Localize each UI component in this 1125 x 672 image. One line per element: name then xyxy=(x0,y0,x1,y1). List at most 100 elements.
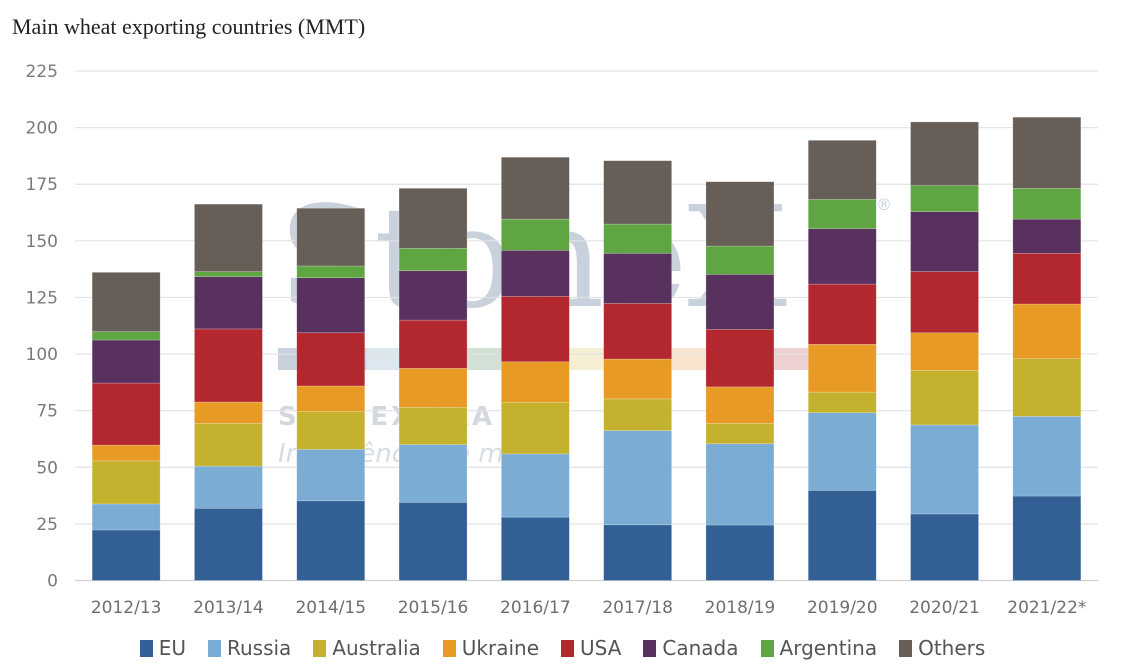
legend-swatch xyxy=(313,639,327,657)
watermark-registered: ® xyxy=(876,195,892,214)
legend-item: Australia xyxy=(313,636,421,660)
bar-segment-canada xyxy=(194,276,263,330)
bar-segment-russia xyxy=(910,424,979,515)
bar-segment-canada xyxy=(296,277,366,334)
bar-segment-others xyxy=(1012,116,1082,189)
bar-segment-russia xyxy=(91,503,161,531)
bar-segment-usa xyxy=(705,329,775,388)
legend-label: Others xyxy=(918,636,986,660)
legend-swatch xyxy=(442,639,456,657)
bar-segment-ukraine xyxy=(1012,303,1082,359)
x-tick-label: 2018/19 xyxy=(705,598,776,618)
legend-swatch xyxy=(207,639,221,657)
legend-item: EU xyxy=(139,636,186,660)
legend-label: Russia xyxy=(226,636,292,660)
bar-segment-ukraine xyxy=(194,401,263,424)
bar-stack xyxy=(910,121,979,581)
y-tick-label: 175 xyxy=(26,175,58,195)
bar-segment-argentina xyxy=(705,245,775,275)
bar-segment-others xyxy=(501,156,570,220)
bar-segment-others xyxy=(194,203,263,272)
legend-label: Australia xyxy=(332,636,421,660)
x-tick-label: 2014/15 xyxy=(295,598,366,618)
y-tick-label: 75 xyxy=(36,402,58,422)
bar-segment-russia xyxy=(603,430,672,526)
legend-item: Russia xyxy=(207,636,292,660)
legend-item: USA xyxy=(561,636,621,660)
bar-segment-argentina xyxy=(91,331,161,341)
bar-segment-usa xyxy=(603,303,672,360)
legend-label: Ukraine xyxy=(461,636,540,660)
legend-item: Argentina xyxy=(760,636,878,660)
bar-segment-usa xyxy=(398,319,468,369)
bar-segment-usa xyxy=(296,332,366,387)
y-tick-label: 125 xyxy=(26,288,58,308)
bar-stack xyxy=(501,156,570,581)
bar-segment-others xyxy=(296,207,366,267)
bar-segment-ukraine xyxy=(807,344,877,393)
bar-segment-ukraine xyxy=(501,361,570,403)
y-axis-ticks: 0 25 50 75 100 125 150 175 200 225 xyxy=(26,62,58,592)
bar-segment-usa xyxy=(1012,252,1082,305)
bar-segment-russia xyxy=(501,453,570,518)
bar-segment-argentina xyxy=(194,271,263,277)
bar-segment-eu xyxy=(807,490,877,581)
bar-segment-argentina xyxy=(501,218,570,251)
bar-segment-eu xyxy=(603,524,672,581)
bar-segment-ukraine xyxy=(296,385,366,412)
legend-swatch xyxy=(139,639,153,657)
legend-swatch xyxy=(760,639,774,657)
legend-label: Argentina xyxy=(779,636,878,660)
legend-item: Canada xyxy=(643,636,739,660)
bar-stack xyxy=(807,139,877,581)
legend-item: Others xyxy=(899,636,985,660)
legend-swatch xyxy=(643,639,657,657)
x-tick-label: 2016/17 xyxy=(500,598,571,618)
bar-segment-australia xyxy=(603,398,672,431)
bar-segment-eu xyxy=(1012,495,1082,581)
legend: EU Russia Australia Ukraine USA Canada Argenti… xyxy=(0,636,1125,660)
x-tick-label: 2021/22* xyxy=(1007,598,1086,618)
bar-segment-eu xyxy=(501,516,570,581)
bar-stack xyxy=(705,181,775,581)
y-tick-label: 200 xyxy=(26,119,58,139)
bar-segment-canada xyxy=(807,228,877,285)
y-tick-label: 0 xyxy=(47,572,58,592)
bar-segment-ukraine xyxy=(91,444,161,462)
bar-segment-argentina xyxy=(296,265,366,279)
bar-segment-ukraine xyxy=(705,386,775,424)
bar-segment-eu xyxy=(91,529,161,581)
bar-segment-eu xyxy=(296,500,366,581)
bar-segment-canada xyxy=(603,252,672,304)
bar-segment-ukraine xyxy=(910,332,979,371)
bar-segment-australia xyxy=(910,370,979,426)
bar-segment-canada xyxy=(398,270,468,321)
x-tick-label: 2015/16 xyxy=(398,598,469,618)
x-tick-label: 2017/18 xyxy=(602,598,673,618)
bar-segment-canada xyxy=(705,274,775,330)
bar-stack xyxy=(194,203,263,581)
bar-segment-eu xyxy=(705,524,775,581)
bar-segment-usa xyxy=(91,382,161,446)
x-tick-label: 2020/21 xyxy=(909,598,980,618)
bar-segment-usa xyxy=(910,271,979,334)
bar-segment-australia xyxy=(1012,358,1082,417)
bar-stack xyxy=(603,160,672,581)
bar-segment-ukraine xyxy=(603,358,672,400)
bar-stack xyxy=(296,207,366,581)
chart-title: Main wheat exporting countries (MMT) xyxy=(12,14,366,39)
x-tick-label: 2019/20 xyxy=(807,598,878,618)
x-tick-label: 2012/13 xyxy=(91,598,162,618)
y-tick-label: 100 xyxy=(26,345,58,365)
bar-segment-argentina xyxy=(603,223,672,254)
legend-item: Ukraine xyxy=(442,636,540,660)
bar-segment-australia xyxy=(398,406,468,445)
bar-segment-russia xyxy=(194,465,263,509)
y-tick-label: 150 xyxy=(26,232,58,252)
legend-label: USA xyxy=(580,636,622,660)
bars xyxy=(91,116,1082,581)
legend-label: EU xyxy=(158,636,186,660)
bar-segment-argentina xyxy=(1012,187,1082,220)
bar-segment-russia xyxy=(398,444,468,503)
